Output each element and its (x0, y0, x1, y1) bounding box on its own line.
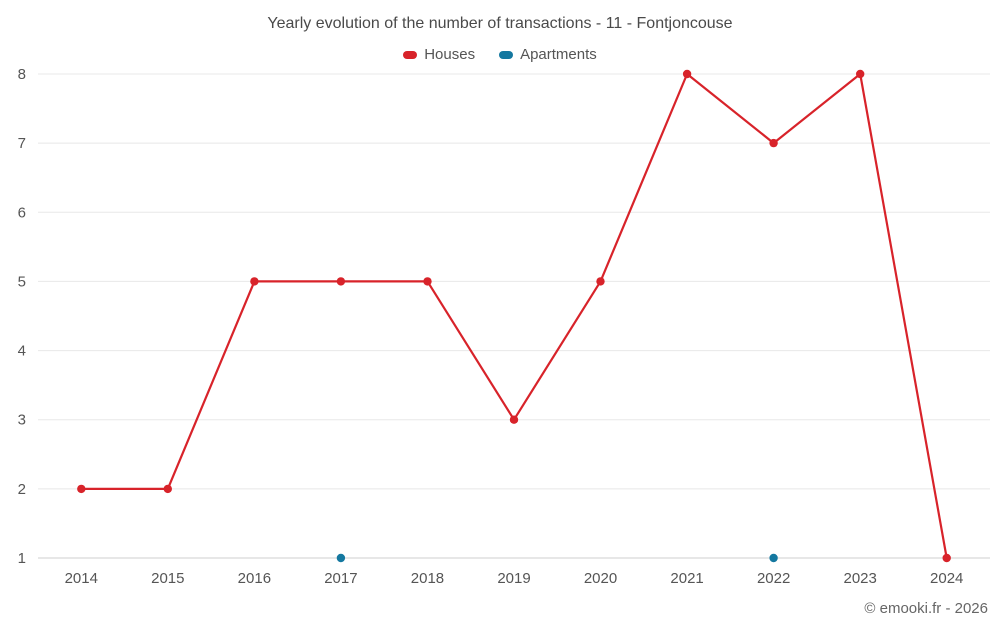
x-axis-label: 2014 (65, 570, 98, 587)
x-axis-label: 2024 (930, 570, 963, 587)
x-axis-label: 2015 (151, 570, 184, 587)
houses-line (80, 72, 948, 560)
legend-label: Houses (424, 46, 476, 63)
houses-point[interactable] (336, 277, 346, 286)
y-axis-label: 2 (18, 481, 26, 498)
legend-item-apartments[interactable]: Apartments (499, 46, 597, 63)
apartments-point[interactable] (336, 553, 346, 563)
legend-swatch-icon (499, 50, 514, 59)
houses-point[interactable] (423, 277, 432, 286)
legend-swatch-icon (403, 50, 418, 59)
x-axis-label: 2021 (670, 570, 703, 587)
houses-point[interactable] (509, 415, 519, 424)
apartments-point[interactable] (769, 553, 778, 563)
y-axis-label: 8 (18, 66, 26, 83)
legend-item-houses[interactable]: Houses (403, 46, 475, 63)
y-axis-label: 1 (18, 550, 26, 567)
x-axis-label: 2018 (411, 570, 444, 587)
houses-point[interactable] (769, 138, 778, 148)
houses-point[interactable] (250, 277, 259, 286)
houses-point[interactable] (596, 277, 605, 286)
copyright-footer: © emooki.fr - 2026 (864, 600, 988, 617)
y-axis-label: 7 (18, 135, 26, 152)
y-axis-label: 3 (18, 412, 26, 429)
x-axis-label: 2020 (584, 570, 617, 587)
houses-point[interactable] (856, 69, 865, 79)
y-axis-label: 5 (18, 273, 26, 290)
x-axis-label: 2016 (238, 570, 271, 587)
y-axis-label: 6 (18, 204, 26, 221)
x-axis-label: 2019 (497, 570, 530, 587)
houses-point[interactable] (682, 69, 692, 79)
x-axis-label: 2017 (324, 570, 357, 587)
y-axis-label: 4 (18, 343, 26, 360)
legend-label: Apartments (520, 46, 597, 63)
x-axis-label: 2022 (757, 570, 790, 587)
x-axis-label: 2023 (843, 570, 876, 587)
chart-title: Yearly evolution of the number of transa… (267, 15, 733, 32)
houses-point[interactable] (942, 553, 951, 563)
houses-point[interactable] (163, 484, 172, 494)
chart-legend: Houses Apartments (0, 46, 1000, 63)
houses-point[interactable] (77, 484, 86, 494)
